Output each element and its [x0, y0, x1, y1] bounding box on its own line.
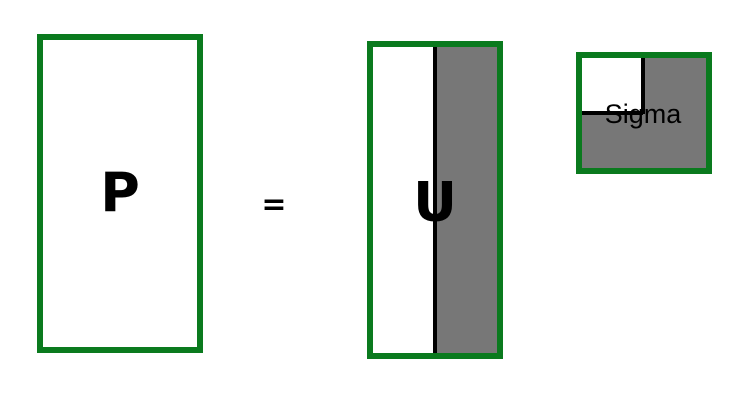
- matrix-p: P: [37, 34, 203, 353]
- matrix-u-box: [367, 41, 503, 359]
- matrix-u-unshaded-part: [370, 44, 435, 356]
- matrix-u-label: U: [413, 171, 457, 234]
- matrix-u-shaded-part: [435, 44, 500, 356]
- matrix-sigma: Sigma: [576, 52, 712, 174]
- matrix-sigma-label: Sigma: [605, 99, 683, 129]
- matrix-p-box: [37, 34, 203, 353]
- matrix-p-label: P: [100, 162, 140, 225]
- equals-sign: =: [261, 188, 286, 223]
- matrix-u: U: [367, 41, 503, 359]
- matrix-sigma-box: [576, 52, 712, 174]
- matrix-sigma-unshaded-block: [579, 55, 643, 113]
